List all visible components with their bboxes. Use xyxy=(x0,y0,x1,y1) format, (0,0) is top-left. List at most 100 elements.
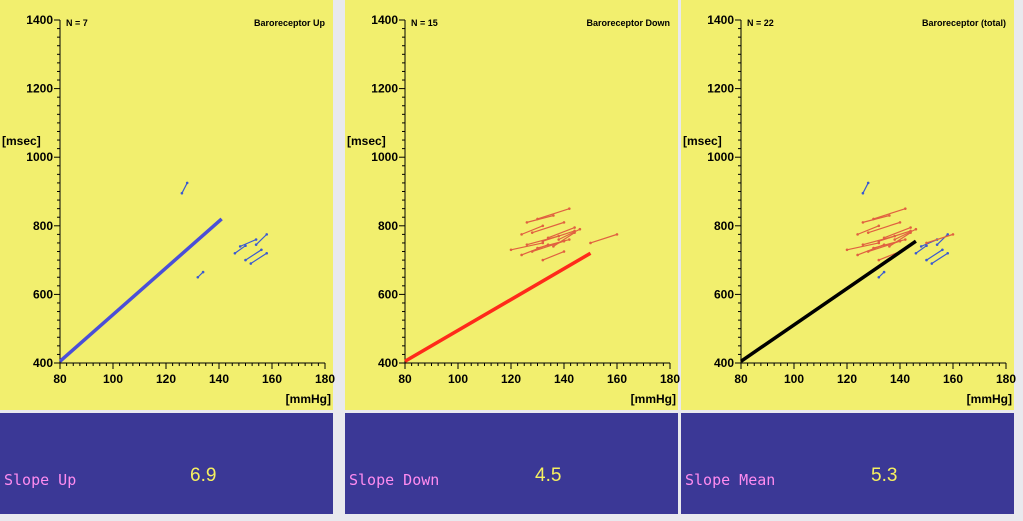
plot-area: 400 600 800 1000 1200 1400 80 100 120 140 160 180 [m… xyxy=(345,0,680,410)
sequence-point xyxy=(562,221,566,224)
x-tick-label: 80 xyxy=(734,372,748,386)
sequence-point xyxy=(180,191,184,195)
panel-up: 400 600 800 1000 1200 1400 80 100 120 140 160 180 [m… xyxy=(0,0,335,521)
x-tick-label: 120 xyxy=(837,372,857,386)
sequence-point xyxy=(951,233,955,236)
sequence-point xyxy=(941,248,944,252)
y-tick-label: 1000 xyxy=(371,150,398,164)
sequence-point xyxy=(541,258,545,262)
sequence xyxy=(546,226,576,240)
sequence-point xyxy=(898,221,902,224)
x-axis-label: [mmHg] xyxy=(631,392,676,406)
chart-svg: 400 600 800 1000 1200 1400 80 100 120 140 160 180 [m… xyxy=(2,13,335,406)
y-tick-label: 600 xyxy=(714,287,734,301)
sequence-line xyxy=(868,221,901,234)
chart-title: Baroreceptor (total) xyxy=(922,18,1006,28)
sequence xyxy=(877,270,886,279)
sequence-point xyxy=(925,241,928,245)
sequence-line xyxy=(558,228,581,241)
sequence-point xyxy=(562,250,566,253)
sequence-point xyxy=(520,253,523,257)
slope-label: Slope Up xyxy=(4,471,77,489)
sequence xyxy=(872,207,907,221)
sequence-point xyxy=(877,275,881,279)
sequence-point xyxy=(578,227,582,231)
x-tick-label: 180 xyxy=(315,372,335,386)
sequence-point xyxy=(530,231,534,234)
sequence-line xyxy=(926,249,943,261)
sequence-point xyxy=(882,243,886,246)
x-axis-label: [mmHg] xyxy=(967,392,1012,406)
sequence-point xyxy=(541,241,545,245)
sequence xyxy=(525,214,555,224)
sequence xyxy=(509,241,545,252)
sequence xyxy=(925,233,955,245)
sequence-line xyxy=(873,208,906,220)
slope-value: 4.5 xyxy=(535,465,562,486)
sequence xyxy=(845,241,881,252)
sequence xyxy=(861,214,891,224)
sequence-point xyxy=(877,258,881,262)
sequence xyxy=(238,238,258,248)
sequence-point xyxy=(930,262,934,265)
sequence-point xyxy=(573,226,576,229)
sequence-line xyxy=(862,235,895,246)
sequence-point xyxy=(882,236,886,240)
sequence xyxy=(866,221,902,234)
sequence-point xyxy=(196,275,200,279)
sequence-point xyxy=(546,236,550,240)
sequence-point xyxy=(265,233,269,236)
n-label: N = 7 xyxy=(66,18,88,28)
sequence-line xyxy=(857,244,885,256)
sequence-point xyxy=(541,224,545,228)
sequence-line xyxy=(181,182,188,194)
sequence xyxy=(893,227,918,241)
sequence-point xyxy=(882,270,886,274)
sequence-line xyxy=(250,252,268,265)
regression-line xyxy=(404,251,592,363)
y-tick-label: 600 xyxy=(33,287,53,301)
x-tick-label: 120 xyxy=(501,372,521,386)
sequence-point xyxy=(914,227,918,231)
sequence-point xyxy=(568,207,571,210)
sequence-line xyxy=(846,242,879,251)
y-tick-label: 800 xyxy=(714,219,734,233)
sequence xyxy=(861,181,870,195)
x-tick-label: 100 xyxy=(784,372,804,386)
sequence-point xyxy=(861,191,865,195)
regression-line xyxy=(740,239,917,363)
sequence-point xyxy=(557,238,560,241)
sequence-point xyxy=(520,233,523,236)
sequence-point xyxy=(935,243,939,246)
sequence-point xyxy=(904,207,907,210)
slope-label: Slope Down xyxy=(349,471,440,489)
slope-footer: Slope Mean 5.3 xyxy=(681,413,1014,514)
sequence-point xyxy=(552,245,555,248)
sequence xyxy=(233,244,247,255)
sequence-line xyxy=(526,214,554,223)
sequence-point xyxy=(904,238,907,241)
sequence-line xyxy=(862,214,890,223)
sequence xyxy=(525,234,560,246)
plot-area: 400 600 800 1000 1200 1400 80 100 120 140 160 180 [m… xyxy=(0,0,335,410)
sequence-point xyxy=(509,248,513,252)
y-tick-label: 1400 xyxy=(26,13,53,27)
sequence-line xyxy=(931,252,949,265)
x-tick-label: 160 xyxy=(943,372,963,386)
y-tick-label: 400 xyxy=(378,356,398,370)
sequence-point xyxy=(946,251,949,255)
x-tick-label: 160 xyxy=(262,372,282,386)
sequence xyxy=(536,207,571,221)
x-tick-label: 100 xyxy=(103,372,123,386)
sequence-point xyxy=(856,253,859,257)
sequence xyxy=(196,270,205,279)
regression-line xyxy=(58,217,223,363)
panel-down: 400 600 800 1000 1200 1400 80 100 120 140 160 180 [m… xyxy=(345,0,680,521)
sequence-point xyxy=(525,243,529,246)
x-tick-label: 180 xyxy=(660,372,680,386)
sequence xyxy=(861,234,896,246)
y-tick-label: 1200 xyxy=(707,82,734,96)
sequence-point xyxy=(260,248,263,252)
sequence-point xyxy=(893,234,896,238)
sequence-line xyxy=(889,232,911,247)
